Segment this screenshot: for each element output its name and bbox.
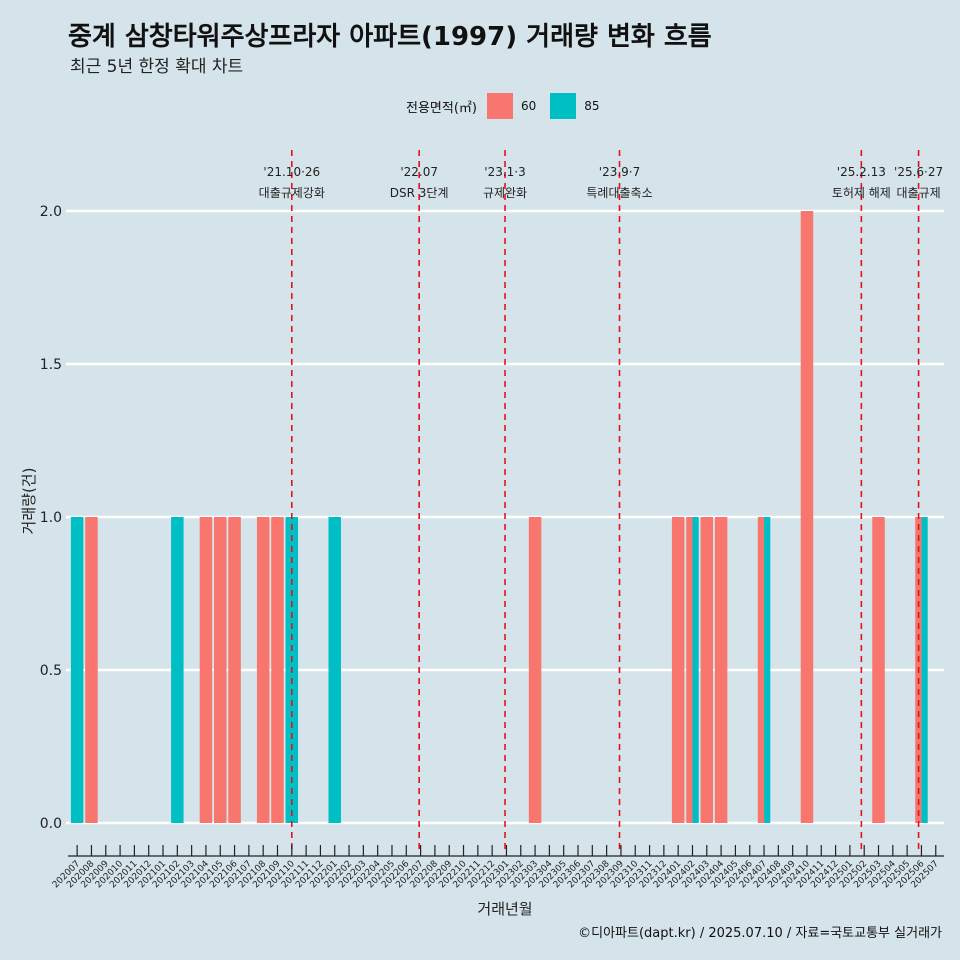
bar-60-202105: [214, 517, 227, 823]
bar-85-202007: [70, 517, 84, 823]
y-tick-label: 0.0: [40, 816, 62, 832]
bar-60-202108: [256, 517, 270, 823]
y-tick-label: 1.5: [40, 357, 62, 373]
event-label: 규제완화: [483, 186, 527, 200]
chart-title: 중계 삼창타워주상프라자 아파트(1997) 거래량 변화 흐름: [68, 22, 712, 52]
legend-label-60: 60: [520, 99, 537, 113]
y-axis-label: 거래량(건): [20, 468, 38, 535]
event-date: '25.6·27: [894, 165, 943, 179]
bar-85-202402: [692, 517, 699, 823]
legend: 전용면적(㎡) 60 85: [406, 92, 614, 120]
y-tick-label: 0.5: [40, 663, 62, 679]
event-date: '22.07: [400, 165, 438, 179]
bar-60-202407: [757, 517, 765, 823]
x-axis-label: 거래년월: [477, 900, 532, 918]
bar-60-202401: [671, 517, 685, 823]
bar-85-202506: [921, 517, 928, 823]
y-axis-ticks: 0.0 0.5 1.0 1.5 2.0: [40, 204, 62, 832]
event-date: '25.2.13: [837, 165, 886, 179]
legend-label-85: 85: [584, 99, 600, 113]
y-tick-label: 2.0: [40, 204, 62, 220]
source-caption: ©디아파트(dapt.kr) / 2025.07.10 / 자료=국토교통부 실…: [578, 926, 942, 941]
event-date: '23.9·7: [599, 165, 640, 179]
chart-subtitle: 최근 5년 한정 확대 차트: [70, 57, 244, 77]
legend-key-85: [550, 93, 577, 119]
bar-60-202104: [199, 517, 213, 823]
bar-85-202407: [764, 517, 771, 823]
bar-60-202402: [686, 517, 693, 823]
event-label: 특례대출축소: [586, 186, 652, 200]
event-date: '21.10·26: [263, 165, 320, 179]
event-label: 대출규제: [896, 186, 940, 200]
bar-60-202303: [528, 517, 542, 823]
event-lines: [291, 150, 920, 852]
x-axis: 2020072020082020092020102020112020122021…: [51, 845, 944, 890]
bar-60-202109: [271, 517, 284, 823]
event-date: '23.1·3: [484, 165, 525, 179]
bar-60-202404: [714, 517, 728, 823]
y-tick-label: 1.0: [40, 510, 62, 526]
event-label: 토허제 해제: [832, 186, 891, 200]
bar-60-202008: [85, 517, 98, 823]
event-annotations: '21.10·26 대출규제강화 '22.07 DSR 3단계 '23.1·3 규제완화 '…: [259, 165, 943, 200]
bar-60-202410: [800, 211, 814, 823]
bar-60-202106: [228, 517, 241, 823]
legend-title: 전용면적(㎡): [406, 100, 477, 116]
event-label: 대출규제강화: [259, 186, 325, 200]
bar-60-202503: [872, 517, 885, 823]
bar-60-202403: [700, 517, 714, 823]
bar-85-202201: [328, 517, 341, 823]
bars: [70, 211, 928, 823]
legend-key-60: [486, 93, 513, 119]
event-label: DSR 3단계: [390, 186, 449, 200]
bar-85-202102: [171, 517, 184, 823]
